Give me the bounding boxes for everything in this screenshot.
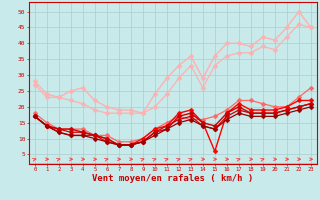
X-axis label: Vent moyen/en rafales ( km/h ): Vent moyen/en rafales ( km/h ) [92,174,253,183]
